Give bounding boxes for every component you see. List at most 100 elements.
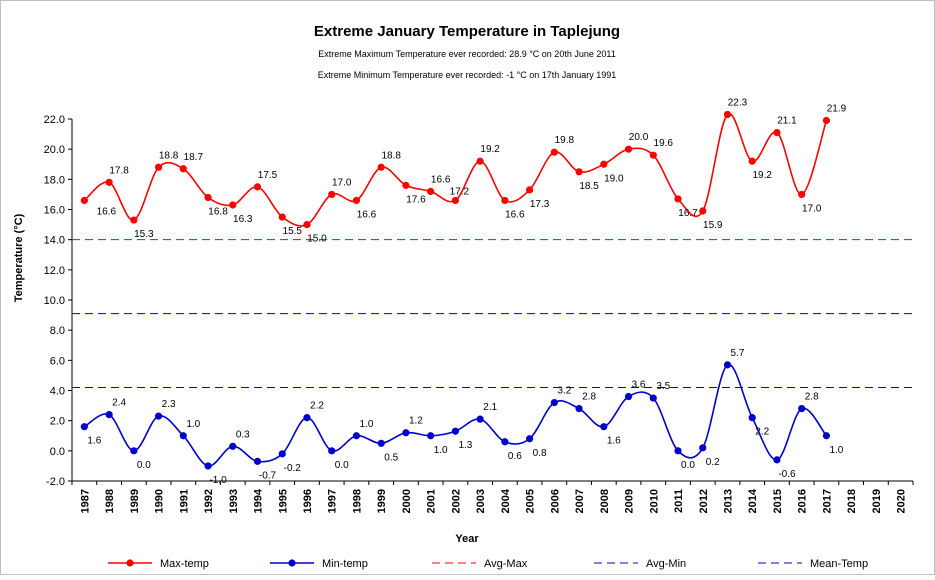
- data-point-max-temp: [154, 163, 163, 171]
- data-point-min-temp: [476, 415, 484, 423]
- chart-title: Extreme January Temperature in Taplejung: [314, 23, 620, 40]
- data-label-max-temp: 16.7: [678, 208, 698, 219]
- y-tick-label: 8.0: [50, 325, 65, 337]
- data-point-max-temp: [328, 190, 336, 199]
- x-tick-label: 2009: [624, 489, 636, 513]
- data-label-max-temp: 18.8: [381, 150, 401, 161]
- x-tick-label: 2016: [797, 489, 809, 513]
- x-tick-label: 1996: [302, 489, 314, 513]
- data-point-min-temp: [649, 394, 657, 402]
- data-label-max-temp: 22.3: [728, 97, 748, 108]
- x-tick-label: 1991: [178, 489, 190, 513]
- x-tick-label: 2000: [401, 489, 413, 513]
- data-point-min-temp: [699, 444, 707, 452]
- x-tick-label: 1989: [129, 489, 141, 513]
- data-point-min-temp: [179, 432, 187, 440]
- data-label-min-temp: 1.2: [409, 416, 423, 427]
- data-point-min-temp: [674, 447, 682, 455]
- data-label-max-temp: 17.0: [332, 177, 352, 188]
- data-point-min-temp: [80, 423, 88, 431]
- data-point-max-temp: [723, 110, 732, 119]
- x-tick-label: 1994: [253, 488, 265, 513]
- y-tick-label: 6.0: [50, 355, 65, 367]
- data-label-max-temp: 15.5: [283, 226, 303, 237]
- data-point-max-temp: [624, 145, 633, 153]
- data-point-max-temp: [649, 151, 657, 159]
- data-label-max-temp: 16.6: [505, 209, 525, 220]
- x-tick-label: 2015: [772, 489, 784, 513]
- x-tick-label: 2007: [574, 489, 586, 513]
- x-tick-label: 1990: [154, 489, 166, 513]
- x-axis-label: Year: [455, 533, 479, 545]
- data-label-min-temp: 0.0: [137, 460, 151, 471]
- legend-label-min-temp: Min-temp: [322, 558, 368, 570]
- legend-label-mean-temp: Mean-Temp: [810, 558, 868, 570]
- data-point-max-temp: [352, 196, 361, 205]
- legend: Max-temp Min-temp Avg-Max Avg-Min Mean-Temp: [108, 558, 868, 570]
- data-point-max-temp: [575, 168, 583, 176]
- data-label-max-temp: 19.2: [480, 144, 500, 155]
- data-label-min-temp: 0.5: [384, 452, 398, 463]
- x-tick-label: 2018: [846, 489, 858, 513]
- data-point-min-temp: [575, 405, 583, 413]
- x-tick-label: 2003: [475, 489, 487, 513]
- y-tick-label: 12.0: [44, 265, 65, 277]
- x-tick-label: 2008: [599, 489, 611, 513]
- data-label-max-temp: 15.3: [134, 229, 154, 240]
- data-label-min-temp: 2.8: [805, 392, 819, 403]
- data-label-min-temp: -1.0: [209, 475, 227, 486]
- data-point-max-temp: [748, 157, 756, 165]
- data-point-min-temp: [352, 432, 361, 440]
- data-label-min-temp: -0.7: [259, 470, 277, 481]
- x-tick-label: 1987: [79, 489, 91, 513]
- data-point-min-temp: [723, 361, 732, 369]
- legend-label-max-temp: Max-temp: [160, 558, 209, 570]
- data-label-max-temp: 19.2: [752, 170, 772, 181]
- x-tick-label: 1993: [228, 489, 240, 513]
- data-label-max-temp: 18.5: [579, 181, 599, 192]
- data-label-max-temp: 16.3: [233, 214, 253, 225]
- data-label-max-temp: 17.3: [530, 199, 550, 210]
- x-tick-label: 1997: [327, 489, 339, 513]
- data-point-max-temp: [451, 196, 459, 205]
- data-label-min-temp: -0.2: [284, 463, 302, 474]
- data-point-min-temp: [624, 392, 633, 401]
- data-label-max-temp: 21.1: [777, 116, 797, 127]
- data-point-max-temp: [773, 128, 781, 137]
- y-tick-label: 16.0: [44, 205, 65, 217]
- data-point-min-temp: [278, 450, 286, 458]
- data-label-min-temp: -0.6: [778, 469, 796, 480]
- y-tick-label: -2.0: [46, 476, 65, 488]
- data-label-max-temp: 18.7: [184, 152, 204, 163]
- data-point-max-temp: [130, 216, 138, 224]
- data-label-max-temp: 18.8: [159, 150, 179, 161]
- data-point-min-temp: [798, 405, 806, 413]
- x-tick-label: 2014: [747, 488, 759, 513]
- data-point-min-temp: [550, 398, 558, 407]
- data-point-max-temp: [699, 207, 707, 215]
- data-label-min-temp: 1.0: [360, 419, 374, 430]
- data-label-max-temp: 21.9: [827, 104, 847, 115]
- data-point-max-temp: [80, 196, 88, 205]
- data-point-max-temp: [179, 165, 187, 173]
- data-point-min-temp: [229, 442, 237, 450]
- data-label-min-temp: 0.3: [236, 429, 250, 440]
- data-label-min-temp: 1.0: [434, 445, 448, 456]
- x-tick-label: 2012: [698, 489, 710, 513]
- data-point-max-temp: [476, 157, 484, 165]
- data-point-min-temp: [451, 427, 459, 435]
- x-tick-label: 2006: [549, 489, 561, 513]
- y-tick-label: 4.0: [50, 386, 65, 398]
- data-label-min-temp: 1.3: [458, 440, 472, 451]
- data-label-min-temp: 2.3: [162, 399, 176, 410]
- data-point-min-temp: [427, 432, 435, 440]
- data-point-min-temp: [600, 423, 608, 431]
- y-axis-label: Temperature (°C): [13, 213, 25, 302]
- data-label-max-temp: 19.6: [654, 138, 674, 149]
- y-tick-label: 18.0: [44, 174, 65, 186]
- x-tick-label: 2004: [500, 488, 512, 513]
- data-label-max-temp: 17.8: [109, 165, 129, 176]
- data-point-max-temp: [600, 160, 608, 168]
- data-point-max-temp: [822, 116, 831, 125]
